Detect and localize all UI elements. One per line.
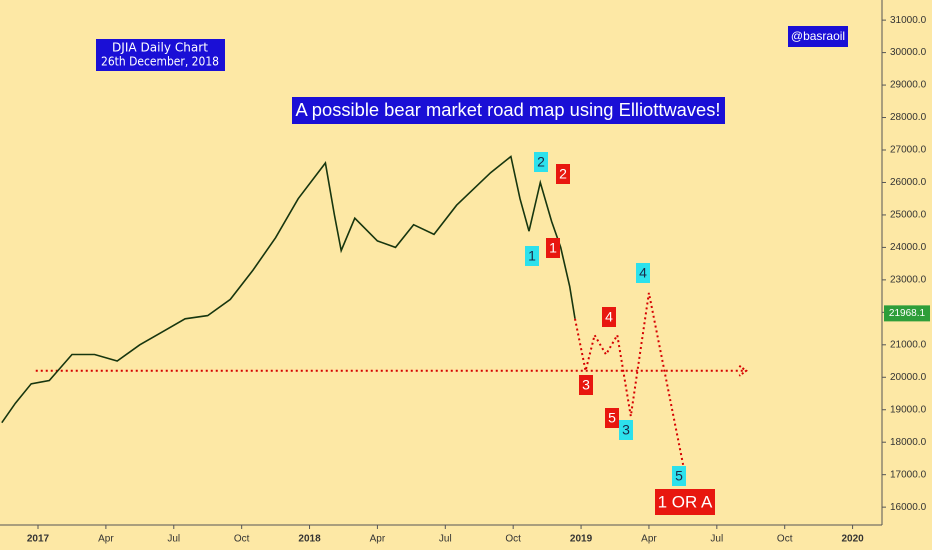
x-tick-label: Oct <box>234 534 250 545</box>
y-tick-label: 29000.0 <box>890 80 927 91</box>
wave-label: 5 <box>675 468 683 484</box>
x-tick-label: 2019 <box>570 534 593 545</box>
wave-label: 3 <box>622 422 630 438</box>
y-tick-label: 28000.0 <box>890 112 927 123</box>
y-tick-label: 30000.0 <box>890 47 927 58</box>
wave-label: 3 <box>582 377 590 393</box>
wave-label-box <box>605 408 619 428</box>
y-tick-label: 31000.0 <box>890 15 927 26</box>
wave-label-box <box>556 164 570 184</box>
wave-label-box <box>655 489 715 515</box>
projection-line <box>574 292 687 475</box>
author: @basraoil <box>791 29 845 43</box>
author-box <box>788 26 848 47</box>
wave-label-box <box>579 375 593 395</box>
x-tick-label: 2020 <box>841 534 864 545</box>
wave-label-box <box>546 238 560 258</box>
wave-label: 1 <box>549 240 557 256</box>
wave-label-box <box>525 246 539 266</box>
wave-label: 1 <box>528 248 536 264</box>
x-tick-label: Jul <box>167 534 180 545</box>
y-tick-label: 25000.0 <box>890 210 927 221</box>
wave-label: 2 <box>537 154 545 170</box>
x-tick-label: Jul <box>710 534 723 545</box>
x-tick-label: Apr <box>98 534 114 545</box>
y-tick-label: 21000.0 <box>890 339 927 350</box>
level-arrow <box>738 364 748 377</box>
wave-label: 4 <box>639 265 647 281</box>
x-tick-label: Jul <box>439 534 452 545</box>
price-tag-label: 21968.1 <box>889 308 926 319</box>
info-box <box>96 39 225 71</box>
chart-title: A possible bear market road map using El… <box>296 100 721 120</box>
wave-label: 1 OR A <box>658 492 713 511</box>
wave-label: 5 <box>608 410 616 426</box>
x-tick-label: 2017 <box>27 534 50 545</box>
info-text: DJIA Daily Chart <box>112 40 208 55</box>
y-tick-label: 24000.0 <box>890 242 927 253</box>
x-tick-label: 2018 <box>298 534 321 545</box>
wave-label-box <box>636 263 650 283</box>
wave-label-box <box>672 466 686 486</box>
x-tick-label: Oct <box>777 534 793 545</box>
y-tick-label: 16000.0 <box>890 502 927 513</box>
title-box <box>292 97 725 124</box>
wave-label-box <box>602 307 616 327</box>
y-tick-label: 18000.0 <box>890 437 927 448</box>
x-tick-label: Apr <box>641 534 657 545</box>
price-line <box>1 155 576 424</box>
info-text: 26th December, 2018 <box>101 54 219 69</box>
y-tick-label: 20000.0 <box>890 372 927 383</box>
y-tick-label: 27000.0 <box>890 145 927 156</box>
x-tick-label: Oct <box>505 534 521 545</box>
y-tick-label: 19000.0 <box>890 404 927 415</box>
wave-label: 4 <box>605 309 613 325</box>
wave-label-box <box>619 420 633 440</box>
price-tag <box>884 305 930 322</box>
y-tick-label: 17000.0 <box>890 469 927 480</box>
wave-label: 2 <box>559 166 567 182</box>
wave-label-box <box>534 152 548 172</box>
x-tick-label: Apr <box>370 534 386 545</box>
y-tick-label: 23000.0 <box>890 275 927 286</box>
y-tick-label: 26000.0 <box>890 177 927 188</box>
